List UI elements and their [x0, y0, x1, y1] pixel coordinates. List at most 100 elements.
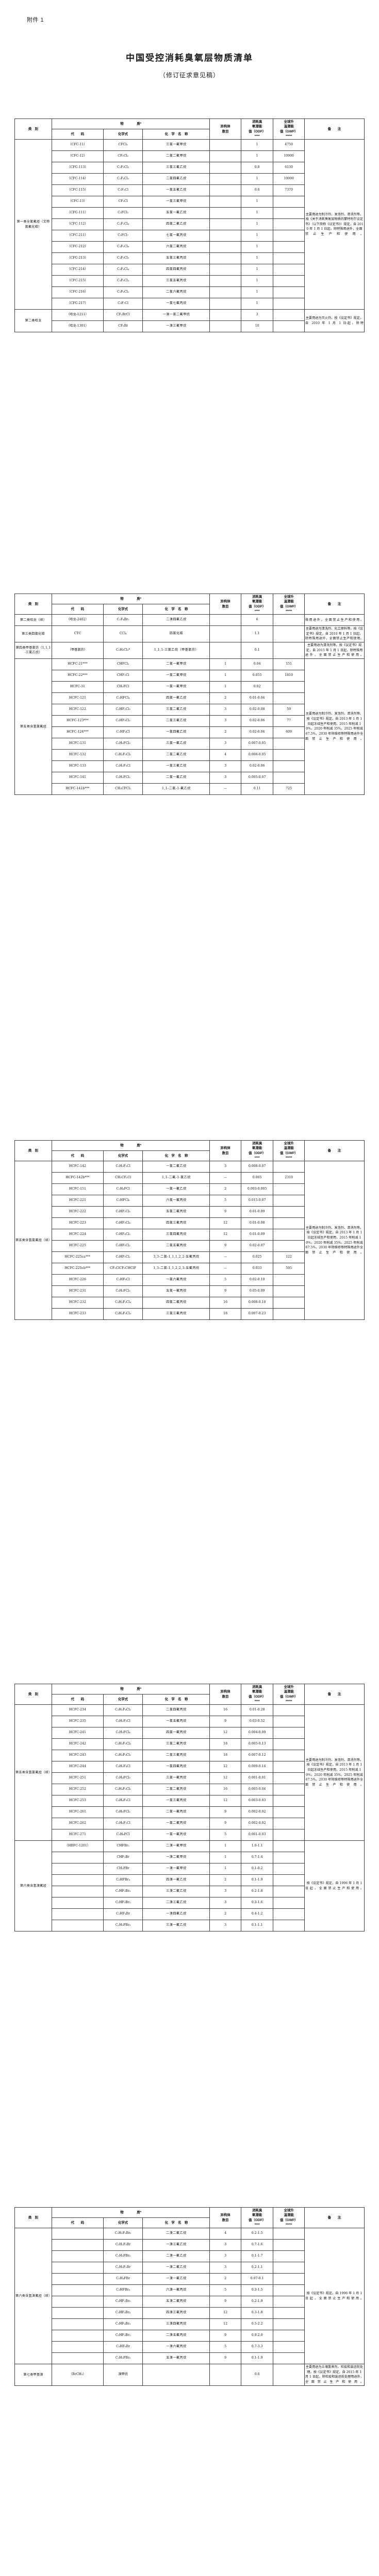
cell-odp: 0.02-0.06: [240, 715, 274, 727]
cell-odp: 0.7-1.4: [240, 1852, 274, 1864]
cell-code: HCFC-141: [51, 771, 104, 784]
cell-odp: 0.1-1.7: [240, 2250, 274, 2263]
cell-gwp: [273, 681, 305, 693]
table-row: C₃HF₅Br₂ 二溴五氟丙烷 9 0.9-2.0: [15, 2330, 365, 2342]
cell-isomers: 5: [209, 2284, 241, 2297]
cell-name: 七氯一氟丙烷: [142, 230, 210, 242]
cell-gwp: [273, 2273, 305, 2285]
cell-gwp: [273, 1183, 305, 1196]
cell-isomers: 1: [209, 658, 241, 670]
cell-odp: 1.1: [240, 625, 274, 642]
substance-table-page-2: 类 别物 质* 异构体 数目 消耗臭 氧潜能 值（ODP） **** 全球升 温潜能 值（GWP）…: [0, 593, 379, 795]
cell-isomers: 4: [209, 749, 241, 761]
cell-gwp: [273, 1195, 305, 1207]
th-isomers: 异构体 数目: [209, 118, 241, 140]
cell-odp: 0.1-0.2: [240, 1863, 274, 1875]
cell-isomers: 9: [209, 1240, 241, 1252]
cell-name: 四氯一氟乙烷: [142, 692, 210, 704]
cell-code: [51, 2250, 104, 2263]
th-code: 代 码: [51, 129, 104, 140]
cell-code: （哈龙-2402）: [51, 614, 104, 626]
cell-isomers: 2: [209, 692, 241, 704]
cell-odp: 1.0-1.1: [240, 1840, 274, 1853]
cell-name: 三氯一氟丙烷: [142, 1772, 210, 1785]
cell-code: HCFC-121: [51, 692, 104, 704]
cell-name: 四氯化碳: [142, 625, 210, 642]
cell-isomers: 2: [209, 1874, 241, 1887]
table-body: 第六类含氢溴氟烃（续） C₂H₂F₂Br₂ 二溴二氟乙烷 4 0.2-1.5 按《议定书》…: [14, 2228, 365, 2386]
cell-name: 一氯三氟甲烷: [142, 196, 210, 208]
th-category: 类 别: [14, 2207, 52, 2229]
category-cell: 第七类甲基溴: [14, 2364, 52, 2386]
cell-isomers: 4: [209, 2228, 241, 2240]
cell-formula: C₃HF₃Br₄: [103, 2307, 143, 2319]
cell-gwp: [273, 1727, 305, 1739]
table-row: C₂HF₂Br₃ 三溴二氟乙烷 3 0.2-1.8: [15, 1886, 365, 1898]
cell-gwp: 2310: [273, 1172, 305, 1184]
cell-name: 一溴四氟乙烷: [142, 1908, 210, 1921]
cell-isomers: 18: [209, 1750, 241, 1762]
category-cell: 第四类甲基氯仿（1,1,1-三氯乙烷）: [14, 641, 52, 659]
th-remarks: 备 注: [304, 1140, 365, 1162]
cell-formula: C₂H₃FBr₂: [103, 2250, 143, 2263]
category-cell: 第二类哈龙: [14, 309, 52, 333]
cell-odp: 1: [240, 264, 274, 276]
cell-isomers: 3: [209, 703, 241, 716]
cell-gwp: [273, 1217, 305, 1230]
cell-gwp: [273, 2296, 305, 2308]
category-cell: 第五类含氢氯氟烃: [14, 658, 52, 795]
cell-formula: C₃H₂F₅Cl: [103, 1716, 143, 1728]
cell-code: （CFC-114）: [51, 173, 104, 185]
cell-gwp: 77: [273, 715, 305, 727]
cell-code: HCFC-261: [51, 1806, 104, 1819]
cell-isomers: [209, 173, 241, 185]
cell-formula: C₃F₇Cl: [103, 298, 143, 310]
table-row: （CFC-212） C₃F₂Cl₆ 六氯二氟丙烷 1: [15, 241, 365, 253]
table-row: C₂HFBr₄ 四溴一氟乙烷 2 0.1-1.9: [15, 1874, 365, 1887]
cell-isomers: 12: [209, 2307, 241, 2319]
cell-code: [51, 2228, 104, 2240]
cell-gwp: [273, 1863, 305, 1875]
cell-isomers: 3: [209, 715, 241, 727]
cell-gwp: [273, 1772, 305, 1785]
table-row: HCFC-121 C₂HFCl₄ 四氯一氟乙烷 2 0.01-0.04: [15, 692, 365, 704]
cell-formula: C₃H₂FCl₅: [103, 1285, 143, 1298]
cell-name: 五溴一氟丙烷: [142, 2352, 210, 2365]
cell-name: 四氯一氟丙烷: [142, 1727, 210, 1739]
cell-code: （CFC-216）: [51, 286, 104, 299]
remarks-cell: 殊用途外，全面禁止生产和使用。: [304, 614, 365, 626]
cell-odp: 0.003-0.005: [240, 1183, 274, 1196]
cell-code: HCFC-226: [51, 1274, 104, 1286]
cell-code: HCFC-234: [51, 1704, 104, 1717]
cell-odp: 1: [240, 286, 274, 299]
cell-name: 1,1,1-三氯乙烷（甲基氯仿）: [142, 641, 210, 659]
cell-formula: C₃H₆FCl: [103, 1829, 143, 1841]
cell-gwp: [273, 749, 305, 761]
cell-odp: 0.004-0.09: [240, 1727, 274, 1739]
th-isomers: 异构体 数目: [209, 593, 241, 615]
cell-formula: CF₂Cl₂: [103, 150, 143, 163]
cell-gwp: [273, 218, 305, 231]
cell-name: 二氯二氟乙烷: [142, 749, 210, 761]
cell-name: 三氯三氟丙烷: [142, 1308, 210, 1320]
table-row: 第一类全氯氟烃（又称氯氟化碳） （CFC-11） CFCl₃ 三氯一氟甲烷 1 4750 主…: [14, 139, 365, 310]
th-odp: 消耗臭 氧潜能 值（ODP） ****: [240, 1683, 274, 1705]
cell-isomers: 12: [209, 1795, 241, 1807]
cell-odp: 1: [240, 218, 274, 231]
cell-gwp: [273, 1886, 305, 1898]
cell-isomers: 1: [209, 669, 241, 682]
substance-table-page-1: 类 别物 质* 异构体 数目 消耗臭 氧潜能 值（ODP） **** 全球升 温潜能 值（GWP）…: [0, 118, 379, 333]
cell-name: 一溴一氟乙烷: [142, 2273, 210, 2285]
th-remarks: 备 注: [304, 118, 365, 140]
cell-isomers: —: [209, 1172, 241, 1184]
cell-code: HCFC-221: [51, 1195, 104, 1207]
table-row: C₃HF₄Br₃ 三溴四氟丙烷 12 0.5-2.2: [15, 2318, 365, 2331]
cell-odp: 0.001-0.01: [240, 1772, 274, 1785]
cell-name: 一氯三氟乙烷: [142, 760, 210, 772]
cell-formula: C₂H₃FCl₂: [103, 771, 143, 784]
table-body: 第一类全氯氟烃（又称氯氟化碳） （CFC-11） CFCl₃ 三氯一氟甲烷 1 4750 主…: [14, 139, 365, 333]
cell-formula: CF₂ClCF₂CHClF: [103, 1263, 143, 1275]
cell-name: 一溴二氟乙烷: [142, 2262, 210, 2274]
substance-table: 类 别物 质* 异构体 数目 消耗臭 氧潜能 值（ODP） **** 全球升 温潜能 值（GWP）…: [14, 118, 365, 333]
cell-odp: 0.6: [240, 2364, 274, 2386]
